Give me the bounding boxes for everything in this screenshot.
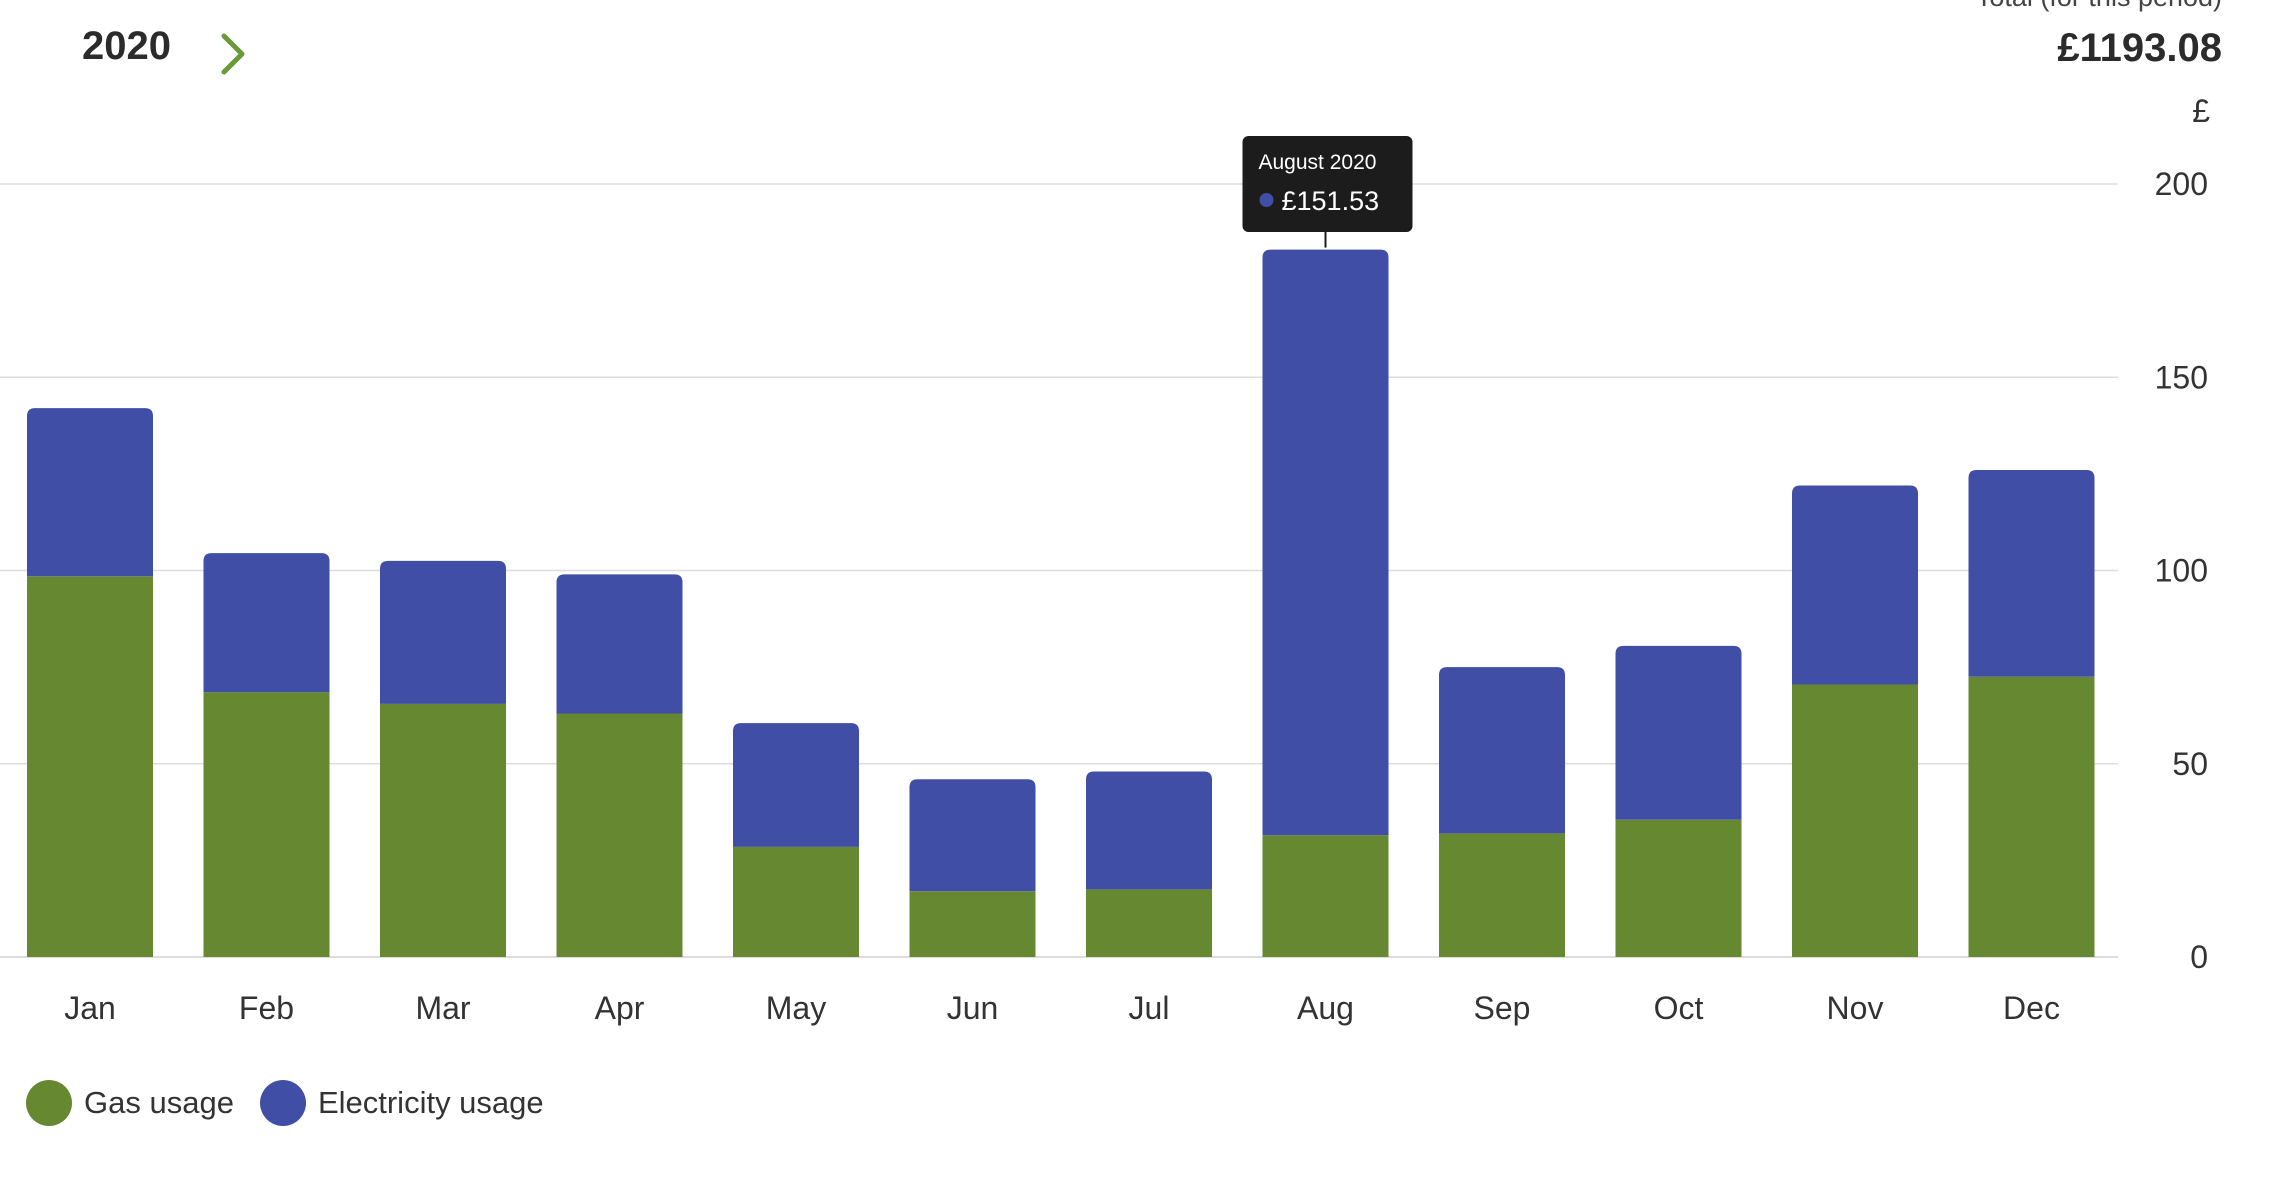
bar-gas-nov [1792, 684, 1918, 957]
tooltip-box [1242, 136, 1413, 232]
y-tick-label: 150 [2155, 359, 2208, 395]
period-label: 2020 [82, 24, 171, 68]
bar-electricity-dec [1968, 470, 2095, 677]
tooltip-value: £151.53 [1282, 186, 1380, 216]
tooltip: August 2020 £151.53 [1242, 136, 1413, 248]
usage-chart: 0 50 100 150 200 £ Jan Feb Mar Apr May Jun Jul Aug Sep… [0, 93, 2210, 1026]
x-tick-label: Apr [595, 990, 645, 1026]
bar-electricity-may [733, 723, 859, 847]
x-tick-label: Oct [1654, 990, 1704, 1026]
x-tick-label: Jun [947, 990, 999, 1026]
x-tick-label: Dec [2003, 990, 2060, 1026]
y-tick-label: 100 [2155, 553, 2208, 589]
bar-gas-jun [909, 891, 1036, 957]
electricity-swatch-icon [259, 1080, 306, 1126]
bar-electricity-feb [203, 553, 330, 693]
chart-legend: Gas usage Electricity usage [26, 1080, 570, 1126]
tooltip-series-dot-icon [1259, 193, 1274, 207]
tooltip-title: August 2020 [1259, 151, 1377, 174]
bar-electricity-oct [1615, 645, 1742, 820]
y-tick-label: 200 [2155, 166, 2208, 202]
bar-gas-jul [1086, 889, 1212, 957]
x-tick-label: Feb [239, 990, 294, 1026]
legend-label-gas: Gas usage [84, 1085, 234, 1120]
bar-electricity-jun [909, 779, 1036, 892]
legend-label-electricity: Electricity usage [317, 1085, 544, 1120]
y-tick-label: 50 [2172, 746, 2208, 782]
bar-electricity-jan [27, 408, 153, 577]
bar-gas-feb [203, 692, 330, 957]
x-tick-label: Nov [1827, 990, 1884, 1026]
total-caption: Total (for this period) [1976, 0, 2222, 13]
total-value: £1193.08 [2057, 26, 2222, 70]
bar-gas-sep [1439, 833, 1565, 957]
x-tick-label: Jan [64, 990, 116, 1026]
gas-swatch-icon [26, 1080, 72, 1126]
chevron-right-icon [221, 33, 245, 75]
bar-electricity-sep [1439, 667, 1565, 834]
legend-item-gas[interactable]: Gas usage [26, 1080, 234, 1126]
bar-electricity-nov [1792, 485, 1918, 685]
bar-gas-may [733, 846, 859, 957]
bar-electricity-mar [380, 560, 506, 704]
bar-gas-dec [1968, 676, 2095, 957]
y-tick-label: 0 [2190, 939, 2208, 975]
bar-electricity-aug [1262, 249, 1389, 836]
next-period-button[interactable] [212, 28, 256, 80]
bar-gas-jan [27, 576, 153, 957]
bar-gas-apr [556, 713, 683, 957]
x-tick-label: Aug [1297, 990, 1354, 1026]
bar-electricity-apr [556, 574, 683, 714]
x-tick-label: Jul [1129, 990, 1170, 1026]
y-axis-unit-label: £ [2192, 93, 2210, 129]
x-tick-label: May [766, 990, 826, 1026]
bar-electricity-jul [1086, 771, 1212, 890]
legend-item-electricity[interactable]: Electricity usage [259, 1080, 544, 1126]
bar-gas-mar [380, 703, 506, 957]
x-tick-label: Mar [415, 990, 470, 1026]
bar-gas-aug [1262, 835, 1389, 957]
x-tick-label: Sep [1474, 990, 1531, 1026]
bar-gas-oct [1615, 819, 1742, 957]
